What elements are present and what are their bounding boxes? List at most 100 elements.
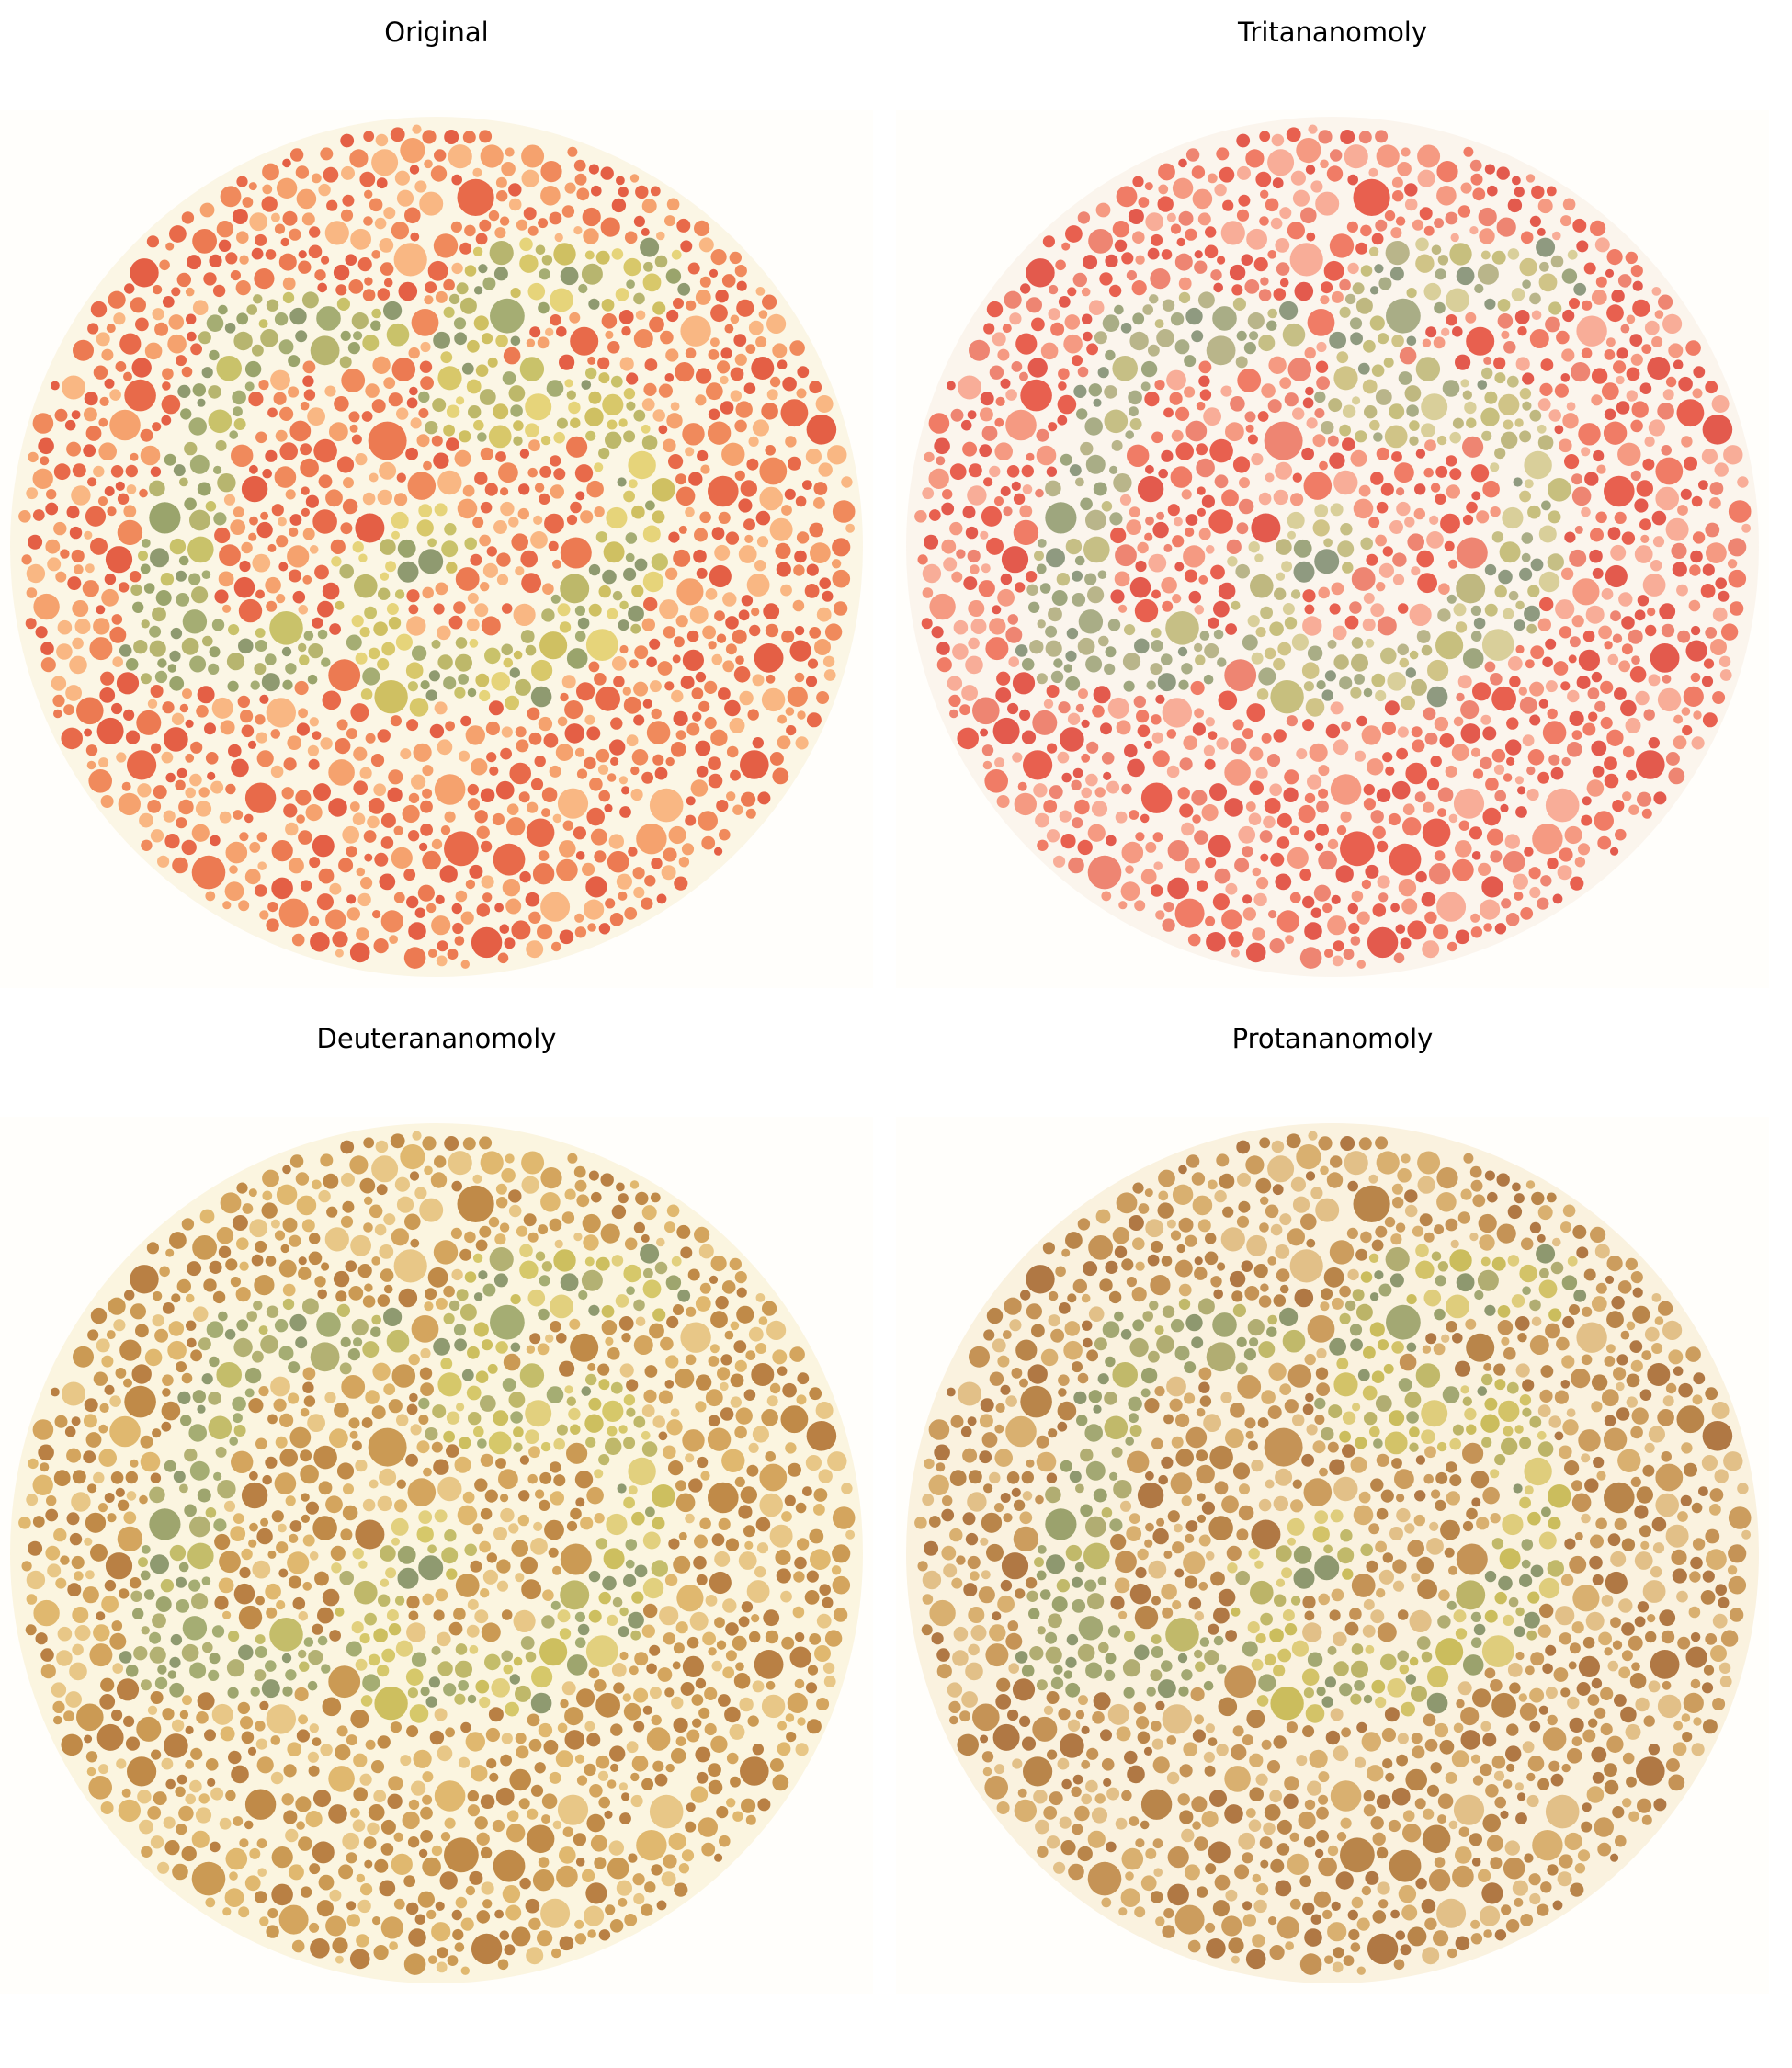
- plate-dot: [466, 1624, 480, 1638]
- plate-dot: [628, 479, 638, 489]
- plate-dot: [238, 598, 263, 623]
- plate-dot: [1519, 430, 1532, 443]
- plate-dot: [1197, 212, 1211, 226]
- plate-dot: [623, 388, 636, 400]
- plate-dot: [1268, 356, 1287, 374]
- plate-dot: [1001, 546, 1029, 574]
- ishihara-plate-image: [906, 117, 1759, 977]
- plate-dot: [681, 843, 695, 856]
- plate-dot: [665, 1275, 682, 1290]
- plate-dot: [772, 1349, 788, 1365]
- plate-dot: [100, 1677, 115, 1692]
- plate-dot: [568, 1407, 581, 1421]
- plate-dot: [642, 525, 661, 543]
- plate-dot: [1129, 576, 1151, 598]
- plate-dot: [550, 288, 573, 312]
- plate-dot: [341, 1172, 355, 1187]
- plate-dot: [1179, 1764, 1193, 1778]
- plate-dot: [628, 1853, 638, 1863]
- plate-dot: [632, 1873, 645, 1886]
- plate-dot: [1241, 1260, 1253, 1272]
- plate-dot: [1451, 744, 1469, 761]
- plate-dot: [646, 1663, 657, 1675]
- plate-dot: [480, 1453, 493, 1467]
- plate-dot: [197, 1404, 206, 1414]
- plate-dot: [368, 798, 385, 814]
- plate-dot: [626, 372, 639, 385]
- plate-dot: [714, 544, 731, 561]
- plate-dot: [162, 701, 175, 714]
- plate-dot: [501, 643, 513, 656]
- plate-dot: [735, 1407, 753, 1425]
- plate-dot: [552, 1565, 561, 1575]
- plate-dot: [1284, 392, 1299, 407]
- plate-dot: [1336, 351, 1349, 364]
- plate-dot: [1648, 419, 1665, 437]
- plate-dot: [255, 589, 265, 599]
- plate-dot: [1449, 468, 1462, 481]
- plate-dot: [135, 1324, 149, 1338]
- plate-dot: [1313, 884, 1331, 902]
- plate-dot: [208, 385, 221, 399]
- plate-dot: [1310, 180, 1323, 193]
- plate-dot: [673, 549, 691, 567]
- plate-dot: [403, 1953, 426, 1975]
- plate-dot: [197, 1488, 211, 1503]
- plate-dot: [1332, 955, 1344, 967]
- plate-dot: [634, 1652, 649, 1666]
- plate-dot: [393, 1898, 405, 1910]
- plate-dot: [1611, 290, 1625, 303]
- plate-dot: [106, 324, 116, 334]
- plate-dot: [426, 903, 437, 914]
- plate-dot: [1025, 1577, 1038, 1589]
- plate-dot: [720, 375, 729, 385]
- plate-dot: [257, 861, 267, 870]
- plate-dot: [509, 1768, 531, 1791]
- plate-dot: [666, 413, 683, 429]
- plate-dot: [479, 534, 491, 547]
- plate-dot: [372, 910, 381, 919]
- plate-dot: [1220, 221, 1245, 245]
- plate-dot: [729, 1257, 742, 1271]
- plate-dot: [302, 1381, 314, 1393]
- plate-dot: [340, 133, 355, 148]
- plate-dot: [373, 783, 387, 797]
- plate-dot: [372, 356, 391, 374]
- plate-dot: [549, 1218, 562, 1232]
- plate-dot: [123, 1715, 135, 1727]
- plate-dot: [649, 1794, 684, 1829]
- plate-dot: [581, 1269, 603, 1291]
- plate-dot: [1234, 858, 1250, 873]
- plate-dot: [393, 243, 427, 277]
- plate-dot: [1562, 1419, 1579, 1436]
- plate-dot: [301, 486, 310, 495]
- plate-dot: [464, 1271, 477, 1283]
- plate-dot: [287, 1551, 310, 1574]
- plate-dot: [1698, 480, 1708, 490]
- plate-dot: [1507, 248, 1520, 260]
- plate-dot: [1360, 537, 1373, 551]
- plate-dot: [1511, 288, 1525, 301]
- plate-dot: [298, 605, 309, 615]
- plate-dot: [362, 335, 380, 352]
- plate-dot: [308, 1650, 323, 1665]
- plate-dot: [1628, 1635, 1643, 1651]
- plate-dot: [161, 751, 174, 764]
- plate-dot: [435, 894, 445, 905]
- plate-dot: [1165, 611, 1199, 645]
- plate-dot: [424, 1165, 433, 1176]
- plate-dot: [185, 287, 195, 297]
- plate-dot: [278, 562, 289, 572]
- plate-dot: [795, 495, 807, 507]
- plate-dot: [1496, 217, 1516, 237]
- plate-dot: [257, 1868, 267, 1877]
- plate-dot: [1372, 825, 1386, 839]
- plate-dot: [246, 304, 258, 315]
- plate-dot: [433, 1240, 459, 1265]
- plate-dot: [1424, 439, 1436, 452]
- plate-dot: [1429, 1521, 1439, 1531]
- plate-dot: [608, 1840, 624, 1856]
- plate-dot: [83, 407, 97, 422]
- plate-dot: [1330, 701, 1344, 715]
- plate-dot: [1497, 1320, 1514, 1335]
